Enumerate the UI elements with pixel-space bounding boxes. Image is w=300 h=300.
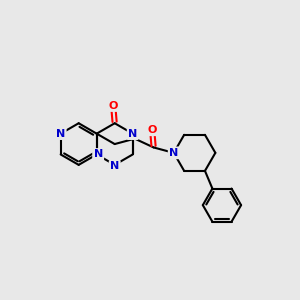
Text: O: O [109,100,118,111]
Text: N: N [94,149,103,160]
Text: N: N [128,129,137,139]
Text: N: N [110,161,119,171]
Text: N: N [169,148,178,158]
Text: N: N [56,129,65,139]
Text: O: O [148,125,157,135]
